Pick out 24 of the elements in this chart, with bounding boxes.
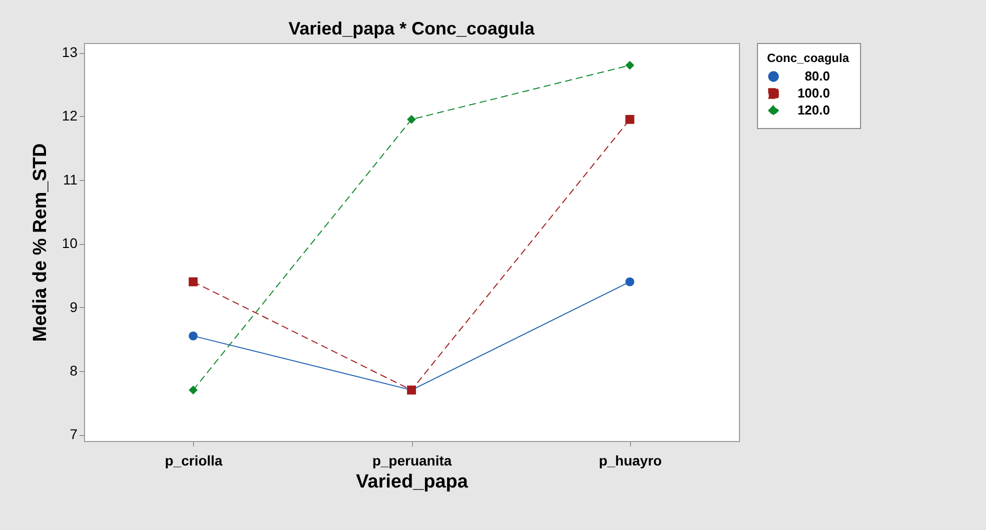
y-tick-label: 10 xyxy=(62,235,78,252)
legend-title: Conc_coagula xyxy=(767,51,850,65)
y-tick-label: 13 xyxy=(62,44,78,60)
y-tick-label: 12 xyxy=(62,108,78,124)
y-tick-label: 8 xyxy=(70,362,78,378)
legend-label: 100.0 xyxy=(797,86,830,100)
point xyxy=(188,331,198,340)
point xyxy=(188,277,198,286)
y-axis-title: Media de % Rem_STD xyxy=(30,143,51,342)
point xyxy=(625,60,634,70)
legend-label: 120.0 xyxy=(797,102,830,118)
x-tick-label: p_peruanita xyxy=(372,452,452,468)
point xyxy=(625,114,634,124)
x-tick-label: p_huayro xyxy=(598,452,662,468)
x-tick-label: p_criolla xyxy=(164,452,223,468)
y-tick-label: 9 xyxy=(70,298,78,315)
chart-title: Varied_papa * Conc_coagula xyxy=(288,18,536,38)
point xyxy=(188,386,198,395)
y-tick-label: 11 xyxy=(62,171,78,188)
x-axis-title: Varied_papa xyxy=(356,472,468,492)
legend-label: 80.0 xyxy=(804,68,830,84)
y-tick-label: 7 xyxy=(70,426,78,442)
point xyxy=(407,114,416,124)
point xyxy=(625,277,634,286)
